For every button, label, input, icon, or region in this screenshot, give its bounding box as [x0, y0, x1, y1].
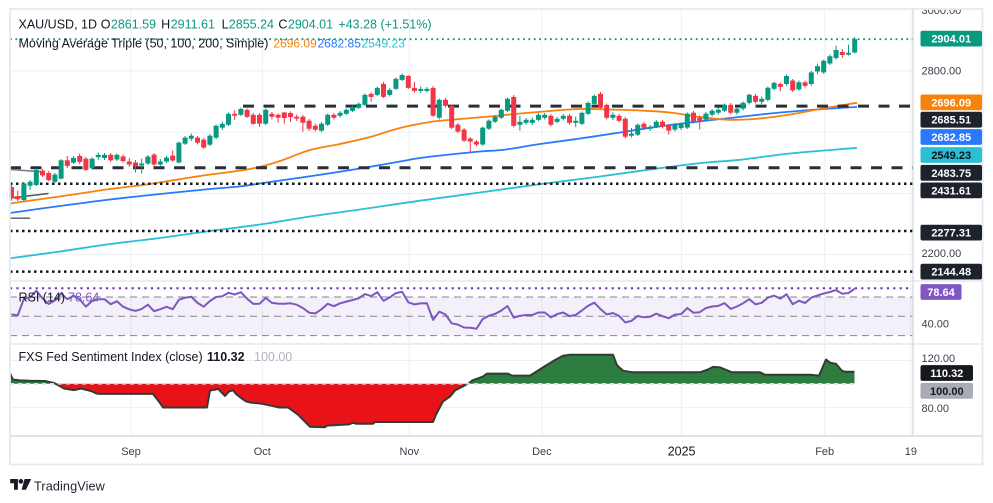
svg-text:Oct: Oct	[254, 446, 271, 458]
svg-text:80.00: 80.00	[922, 403, 950, 415]
svg-text:2431.61: 2431.61	[931, 185, 971, 197]
svg-text:Feb: Feb	[815, 446, 834, 458]
svg-text:120.00: 120.00	[922, 353, 956, 365]
svg-text:100.00: 100.00	[930, 386, 964, 398]
svg-text:2025: 2025	[668, 445, 696, 459]
svg-text:2800.00: 2800.00	[922, 66, 962, 78]
svg-text:78.64: 78.64	[927, 287, 955, 299]
svg-text:2682.85: 2682.85	[931, 132, 971, 144]
svg-text:Moving Average Triple (50, 100: Moving Average Triple (50, 100, 200, Sim…	[19, 37, 406, 51]
svg-text:2904.01: 2904.01	[931, 34, 971, 46]
svg-text:2685.51: 2685.51	[931, 115, 971, 127]
svg-text:2483.75: 2483.75	[931, 168, 971, 180]
svg-text:Dec: Dec	[532, 446, 552, 458]
svg-text:2696.09: 2696.09	[931, 97, 971, 109]
svg-text:FXS Fed Sentiment Index (close: FXS Fed Sentiment Index (close) 110.32 100…	[19, 350, 293, 364]
svg-text:2277.31: 2277.31	[931, 228, 971, 240]
svg-text:2549.23: 2549.23	[931, 150, 971, 162]
svg-text:110.32: 110.32	[930, 368, 963, 380]
svg-text:2200.00: 2200.00	[922, 248, 962, 260]
svg-text:40.00: 40.00	[922, 319, 950, 331]
svg-text:2144.48: 2144.48	[931, 267, 971, 279]
svg-text:Sep: Sep	[121, 446, 141, 458]
svg-text:19: 19	[905, 446, 917, 458]
svg-text:Nov: Nov	[400, 446, 420, 458]
svg-text:RSI (14)78.64: RSI (14) 78.64	[19, 291, 100, 305]
svg-text:TradingView: TradingView	[34, 480, 106, 494]
